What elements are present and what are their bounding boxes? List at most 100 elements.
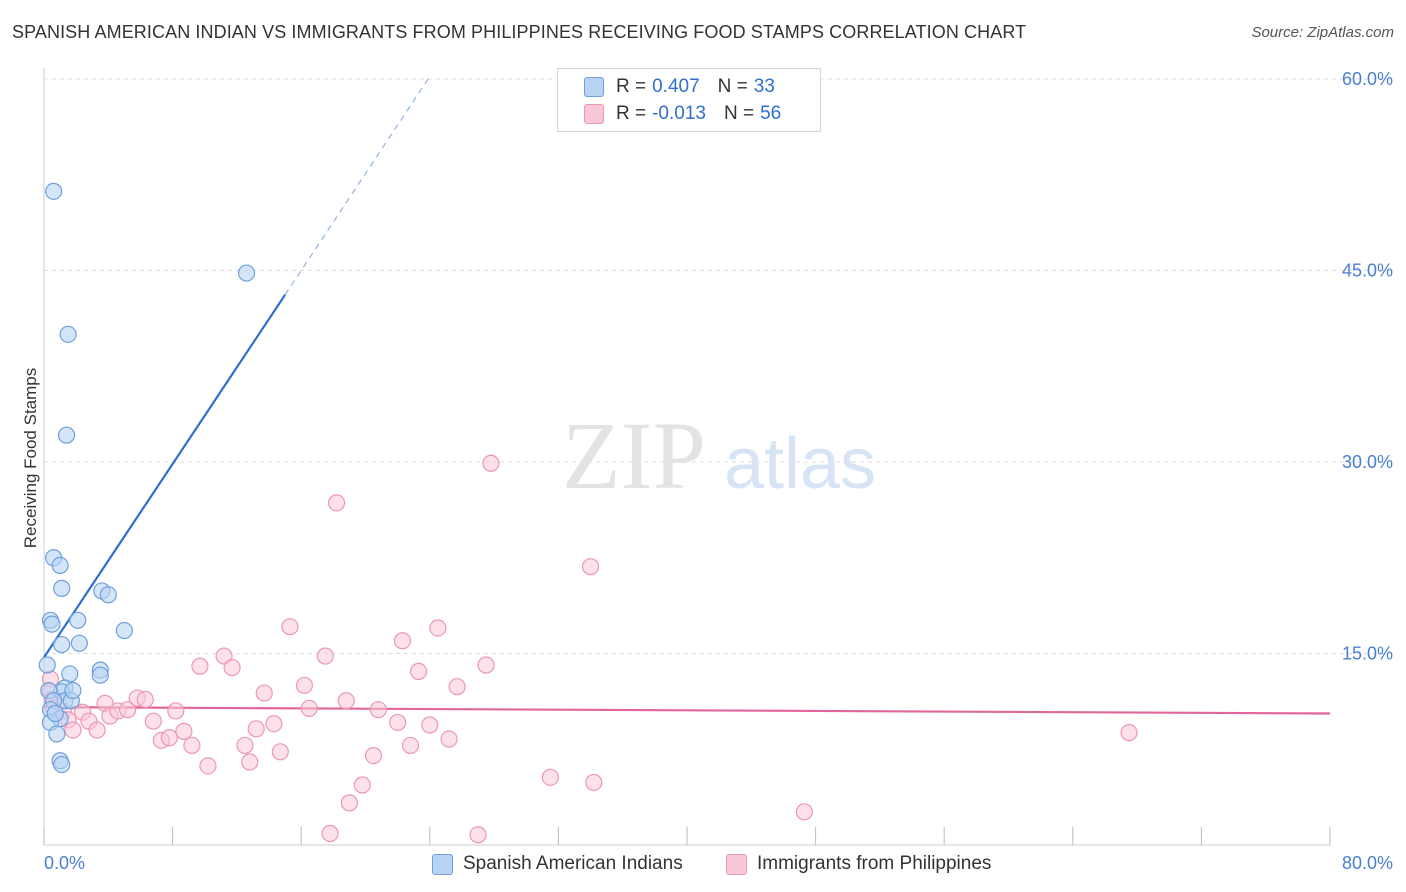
pink-swatch-icon	[726, 853, 747, 875]
pink-data-point	[389, 713, 407, 732]
blue-data-point	[38, 656, 56, 674]
pink-data-point	[429, 619, 447, 637]
blue-data-point	[53, 635, 71, 654]
blue-data-point	[91, 666, 109, 684]
legend-label: Immigrants from Philippines	[757, 853, 992, 874]
pink-data-point	[448, 678, 466, 696]
blue-data-point	[46, 704, 64, 723]
blue-data-point	[53, 579, 71, 597]
blue-data-point	[70, 634, 88, 652]
pink-data-point	[369, 701, 387, 719]
pink-data-point	[321, 824, 339, 843]
pink-data-point	[482, 454, 500, 472]
blue-data-point	[64, 681, 82, 700]
y-tick-label: 60.0%	[1342, 69, 1393, 89]
pink-data-point	[541, 768, 559, 786]
pink-swatch-icon	[584, 104, 604, 124]
x-tick-label: 80.0%	[1342, 853, 1393, 873]
blue-data-point	[51, 556, 69, 575]
y-tick-label: 45.0%	[1342, 261, 1393, 281]
chart-title: SPANISH AMERICAN INDIAN VS IMMIGRANTS FR…	[12, 22, 1027, 42]
legend-item-spanish-american-indians[interactable]: Spanish American Indians	[432, 852, 683, 876]
legend-row-blue: R = 0.407 N = 33	[584, 75, 775, 99]
blue-trend-extension	[284, 76, 431, 296]
blue-data-point	[99, 586, 117, 604]
blue-data-point	[115, 621, 133, 640]
pink-data-point	[364, 747, 383, 765]
pink-data-point	[393, 632, 412, 650]
pink-trend-line	[43, 706, 1331, 715]
blue-data-point	[48, 725, 66, 743]
pink-data-point	[421, 716, 439, 734]
pink-data-point	[247, 720, 265, 738]
legend-item-immigrants-from-philippines[interactable]: Immigrants from Philippines	[726, 852, 991, 876]
blue-trend-line	[43, 294, 287, 658]
pink-data-point	[477, 656, 495, 674]
r-label: R =	[616, 76, 647, 97]
n-label: N =	[717, 76, 748, 97]
pink-data-point	[265, 715, 283, 733]
pink-data-point	[401, 736, 420, 755]
legend-label: Spanish American Indians	[463, 853, 683, 874]
blue-data-point	[69, 611, 87, 629]
r-value: -0.013	[652, 103, 706, 124]
legend-row-pink: R = -0.013 N = 56	[584, 102, 781, 126]
pink-data-point	[88, 721, 106, 739]
pink-data-point	[585, 773, 603, 792]
n-value: 56	[760, 103, 782, 124]
data-points	[38, 182, 1138, 844]
n-label: N =	[723, 103, 755, 124]
pink-data-point	[183, 736, 201, 755]
pink-data-point	[64, 721, 82, 739]
axes	[43, 68, 1331, 846]
pink-data-point	[236, 736, 254, 755]
blue-data-point	[57, 426, 76, 444]
gridlines	[44, 78, 1394, 654]
pink-data-point	[795, 803, 813, 821]
r-value: 0.407	[652, 76, 700, 97]
blue-swatch-icon	[432, 853, 453, 875]
pink-data-point	[337, 692, 355, 710]
pink-data-point	[300, 699, 318, 717]
blue-data-point	[45, 182, 63, 200]
y-axis-label: Receiving Food Stamps	[21, 368, 40, 548]
y-tick-label: 15.0%	[1342, 644, 1393, 664]
pink-data-point	[199, 757, 217, 775]
tick-labels: 15.0% 30.0% 45.0% 60.0% 0.0% 80.0%	[44, 69, 1393, 873]
pink-data-point	[581, 558, 600, 576]
pink-data-point	[295, 676, 314, 695]
blue-data-point	[43, 615, 61, 633]
pink-data-point	[1120, 724, 1138, 742]
r-label: R =	[616, 103, 647, 124]
pink-data-point	[316, 647, 334, 665]
pink-data-point	[440, 730, 458, 748]
pink-data-point	[191, 657, 209, 675]
x-tick-label: 0.0%	[44, 853, 85, 873]
y-tick-label: 30.0%	[1342, 452, 1393, 472]
watermark-zip: ZIP	[562, 402, 706, 509]
trend-lines	[43, 76, 1331, 715]
blue-data-point	[53, 755, 71, 774]
pink-data-point	[167, 702, 185, 720]
pink-data-point	[241, 753, 259, 771]
pink-data-point	[255, 684, 273, 702]
pink-data-point	[144, 712, 162, 730]
blue-swatch-icon	[584, 77, 604, 97]
pink-data-point	[118, 701, 137, 719]
pink-data-point	[409, 662, 428, 680]
zipatlas-watermark: ZIP atlas	[562, 402, 876, 509]
pink-data-point	[353, 776, 371, 794]
blue-data-point	[59, 325, 77, 343]
pink-data-point	[340, 794, 359, 812]
source-credit: Source: ZipAtlas.com	[1251, 24, 1394, 41]
blue-data-point	[237, 264, 256, 282]
pink-data-point	[327, 494, 346, 512]
n-value: 33	[753, 76, 775, 97]
pink-data-point	[223, 658, 241, 677]
correlation-legend: R = 0.407 N = 33 R = -0.013 N = 56	[557, 68, 821, 132]
pink-data-point	[160, 729, 178, 747]
pink-data-point	[469, 826, 487, 844]
pink-data-point	[175, 722, 193, 740]
pink-data-point	[281, 618, 299, 636]
